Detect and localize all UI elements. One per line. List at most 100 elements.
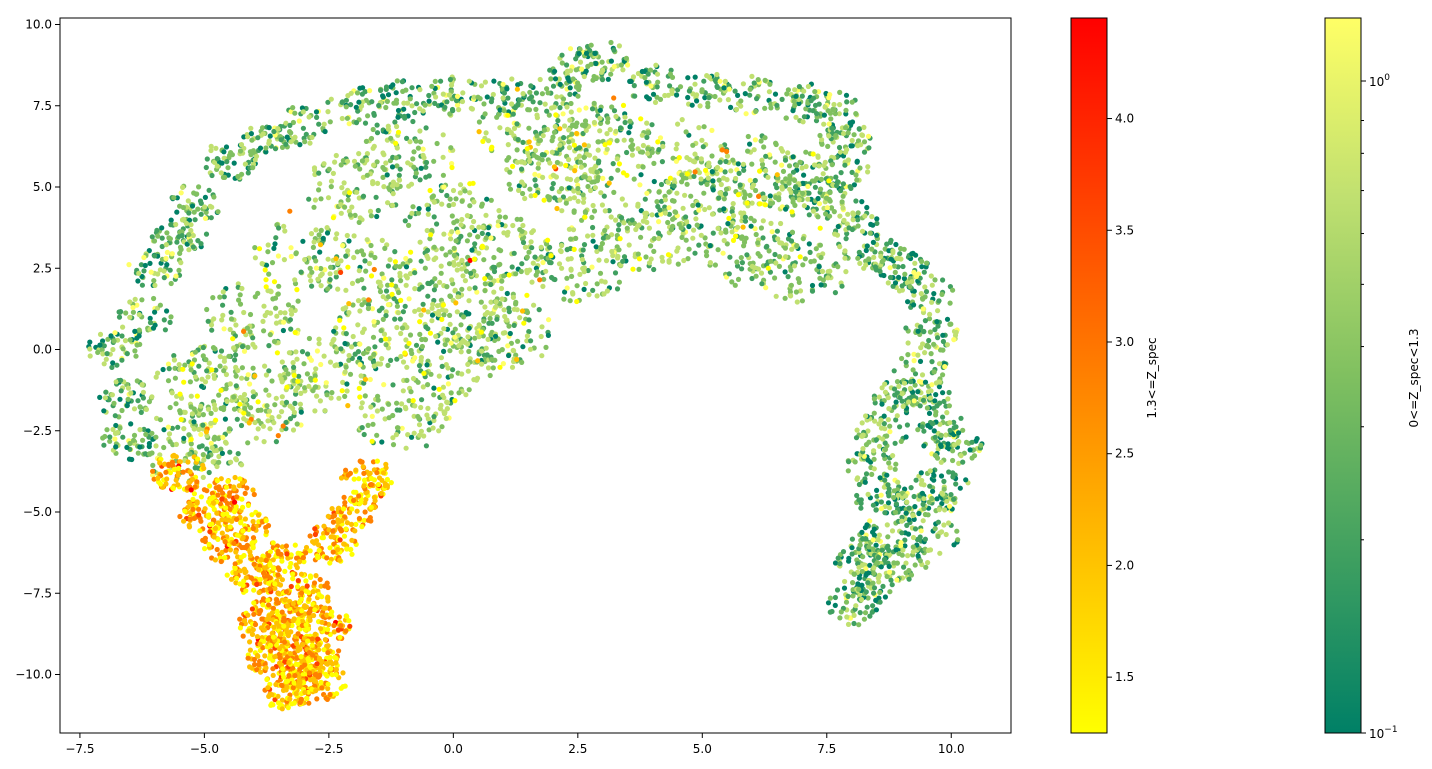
data-point <box>803 163 809 170</box>
data-point <box>536 307 542 313</box>
data-point <box>415 379 421 385</box>
data-point <box>906 576 912 582</box>
data-point <box>796 197 802 203</box>
data-point <box>764 243 770 249</box>
data-point <box>515 137 521 143</box>
data-point <box>849 551 855 557</box>
data-point <box>394 356 400 362</box>
data-point <box>393 263 399 269</box>
data-point <box>378 337 384 343</box>
data-point <box>759 157 765 163</box>
data-point <box>399 425 405 431</box>
data-point <box>459 266 465 272</box>
data-point <box>447 196 453 202</box>
data-point <box>165 378 172 384</box>
data-point <box>203 231 210 237</box>
data-point <box>819 141 825 147</box>
data-point <box>316 170 322 176</box>
data-point <box>696 207 702 213</box>
data-point <box>103 389 109 395</box>
data-point <box>792 177 798 183</box>
data-point <box>334 346 340 352</box>
data-point <box>692 74 698 80</box>
data-point <box>361 380 367 386</box>
data-point <box>252 255 258 261</box>
data-point <box>791 98 797 104</box>
data-point <box>599 59 605 65</box>
data-point <box>370 421 376 427</box>
data-point <box>872 418 878 424</box>
data-point <box>371 143 377 149</box>
data-point <box>273 439 279 445</box>
data-point <box>973 438 979 444</box>
data-point <box>246 420 252 426</box>
data-point <box>586 175 593 181</box>
data-point <box>487 315 493 322</box>
data-point <box>931 369 937 375</box>
data-point <box>921 496 927 502</box>
data-point <box>288 130 294 136</box>
data-point <box>204 446 210 452</box>
data-point <box>323 380 329 386</box>
data-point <box>524 333 531 339</box>
data-point <box>399 79 405 85</box>
data-point <box>340 158 346 164</box>
data-point <box>229 152 235 158</box>
data-point <box>566 127 572 133</box>
data-point <box>500 95 506 101</box>
data-point <box>789 209 795 215</box>
data-point <box>187 451 193 457</box>
data-point <box>115 429 121 436</box>
data-point <box>579 256 586 263</box>
data-point <box>325 109 331 115</box>
data-point <box>854 492 860 499</box>
data-point <box>911 398 917 404</box>
data-point <box>362 376 369 382</box>
data-point <box>276 225 282 231</box>
data-point <box>702 235 708 241</box>
data-point <box>794 299 800 305</box>
data-point <box>218 387 224 393</box>
data-point <box>343 97 349 103</box>
data-point <box>191 209 197 215</box>
data-point <box>675 121 681 127</box>
data-point <box>753 187 759 194</box>
data-point <box>920 501 926 507</box>
data-point <box>449 161 455 167</box>
data-point <box>431 158 437 164</box>
data-point <box>349 280 356 286</box>
data-point <box>606 180 612 186</box>
data-point <box>250 389 256 395</box>
data-point <box>379 356 385 362</box>
data-point <box>296 373 302 379</box>
data-point <box>263 277 269 283</box>
data-point <box>269 260 276 266</box>
data-point <box>181 426 187 432</box>
data-point <box>712 77 718 83</box>
data-point <box>541 197 547 203</box>
data-point <box>543 344 549 350</box>
data-point <box>273 235 279 241</box>
data-point <box>567 298 573 304</box>
data-point <box>418 165 424 171</box>
data-point <box>594 281 600 287</box>
data-point <box>935 533 941 540</box>
data-point <box>142 451 148 457</box>
data-point <box>451 252 457 258</box>
data-point <box>514 147 520 153</box>
data-point <box>509 364 516 370</box>
data-point <box>905 299 911 305</box>
data-point <box>568 100 574 107</box>
data-point <box>580 130 586 137</box>
data-point <box>620 170 627 176</box>
data-point <box>560 194 567 200</box>
data-point <box>312 408 318 414</box>
data-point <box>445 381 451 387</box>
data-point <box>137 427 143 433</box>
data-point <box>440 91 446 97</box>
data-point <box>317 398 323 404</box>
data-point <box>601 193 607 199</box>
data-point <box>263 262 270 268</box>
data-point <box>666 211 673 217</box>
data-point <box>419 284 425 290</box>
